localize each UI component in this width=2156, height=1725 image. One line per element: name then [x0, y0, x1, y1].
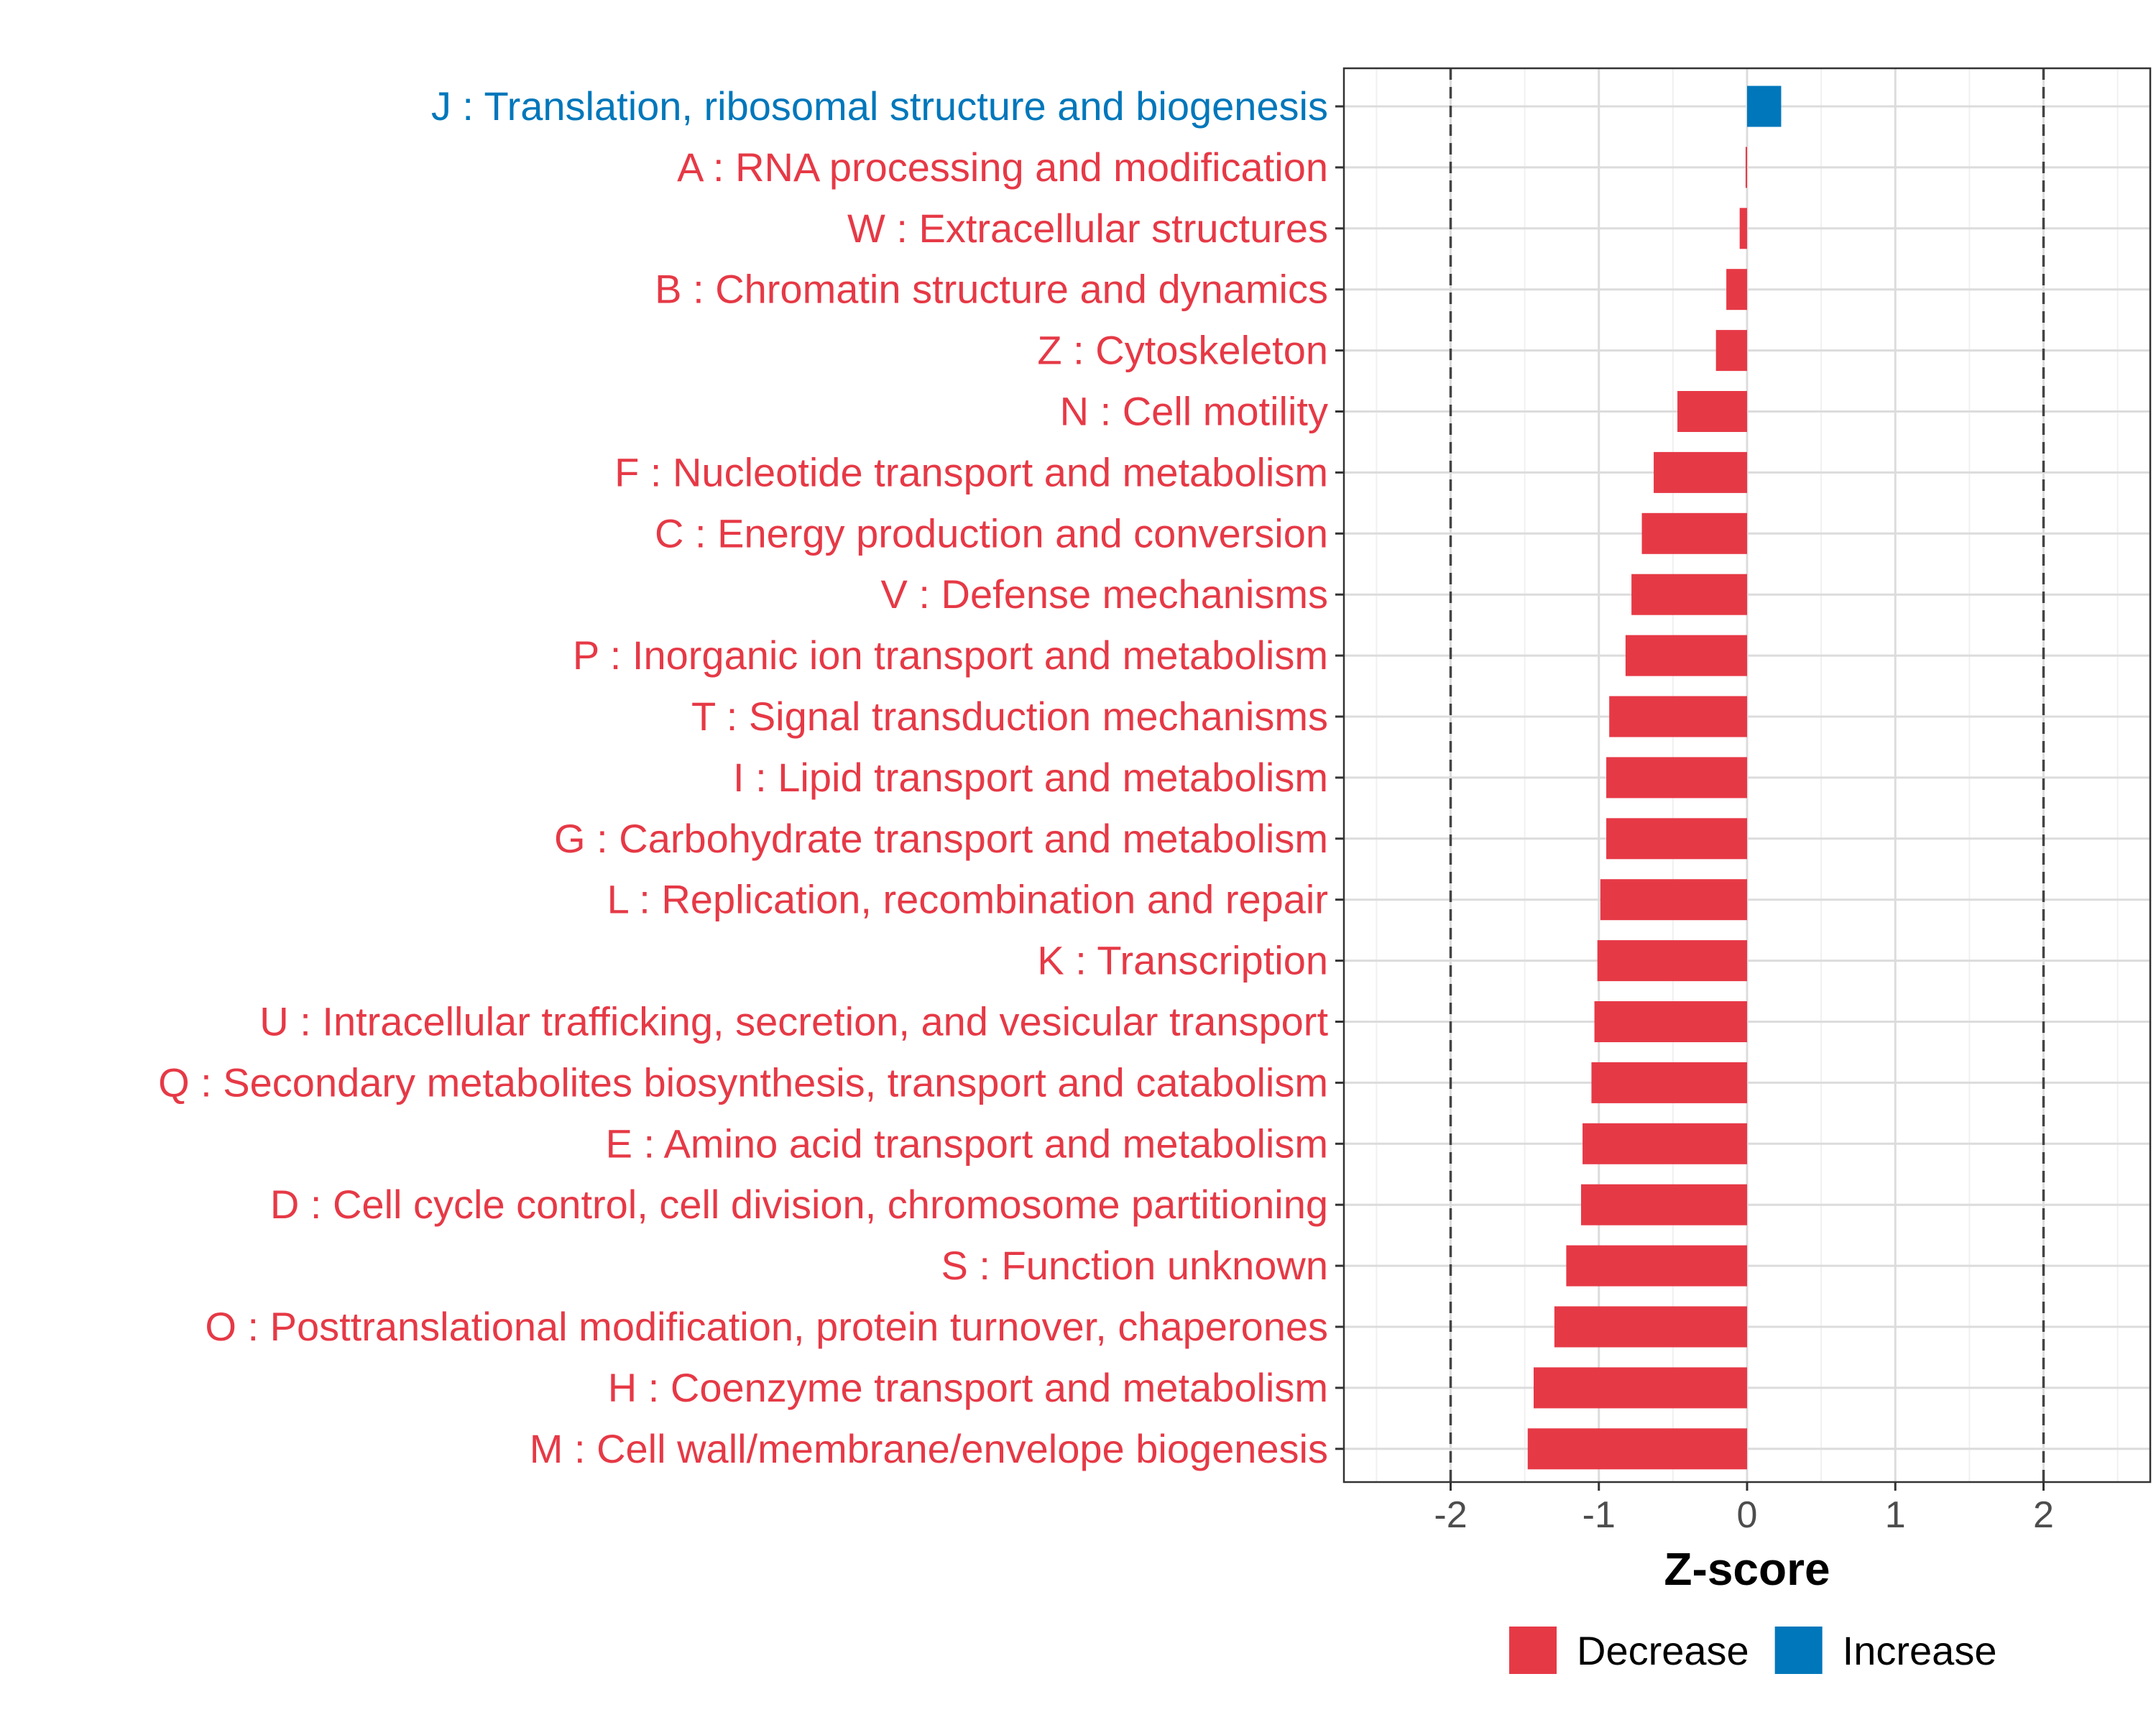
category-label: D : Cell cycle control, cell division, c…: [270, 1182, 1328, 1227]
category-label: G : Carbohydrate transport and metabolis…: [554, 816, 1328, 861]
x-tick-label: 0: [1737, 1494, 1758, 1536]
bar: [1631, 574, 1747, 615]
category-label: A : RNA processing and modification: [677, 144, 1328, 190]
bar: [1534, 1367, 1747, 1409]
legend-label: Increase: [1843, 1628, 1997, 1673]
category-label: L : Replication, recombination and repai…: [607, 877, 1328, 922]
y-axis-labels: J : Translation, ribosomal structure and…: [158, 83, 1328, 1471]
bar: [1606, 757, 1747, 799]
category-label: E : Amino acid transport and metabolism: [606, 1121, 1328, 1166]
x-tick-label: -1: [1583, 1494, 1616, 1536]
category-label: B : Chromatin structure and dynamics: [655, 267, 1328, 312]
bar: [1597, 940, 1747, 982]
x-tick-label: 1: [1885, 1494, 1906, 1536]
x-axis-ticks: [1450, 1482, 2045, 1491]
legend: Decrease Increase: [1509, 1627, 1996, 1674]
category-label: J : Translation, ribosomal structure and…: [431, 83, 1328, 129]
legend-swatch: [1774, 1627, 1823, 1674]
bar: [1591, 1062, 1747, 1103]
bar: [1606, 818, 1747, 860]
bar: [1581, 1184, 1747, 1225]
category-label: K : Transcription: [1037, 938, 1328, 983]
bar: [1600, 879, 1747, 921]
category-label: N : Cell motility: [1060, 389, 1328, 434]
bar: [1609, 696, 1747, 737]
bar: [1747, 86, 1782, 127]
bar: [1745, 147, 1747, 188]
bars: [1527, 86, 1782, 1470]
category-label: I : Lipid transport and metabolism: [733, 755, 1328, 800]
category-label: Z : Cytoskeleton: [1037, 328, 1328, 373]
x-axis-title: Z-score: [1664, 1543, 1830, 1595]
bar: [1527, 1428, 1747, 1470]
bar: [1726, 269, 1747, 310]
legend-swatch: [1509, 1627, 1557, 1674]
category-label: M : Cell wall/membrane/envelope biogenes…: [530, 1426, 1328, 1471]
bar: [1583, 1123, 1747, 1164]
category-label: F : Nucleotide transport and metabolism: [614, 449, 1328, 494]
bar: [1594, 1001, 1747, 1042]
bar: [1739, 208, 1747, 249]
category-label: O : Posttranslational modification, prot…: [205, 1304, 1328, 1349]
bar: [1566, 1245, 1747, 1287]
category-label: S : Function unknown: [941, 1243, 1328, 1288]
x-axis-labels: -2 -1 0 1 2: [1434, 1494, 2054, 1536]
category-label: Q : Secondary metabolites biosynthesis, …: [158, 1059, 1328, 1105]
bar: [1654, 451, 1747, 493]
bar: [1625, 635, 1747, 676]
x-tick-label: 2: [2033, 1494, 2054, 1536]
x-tick-label: -2: [1434, 1494, 1467, 1536]
category-label: U : Intracellular trafficking, secretion…: [259, 999, 1328, 1044]
bar: [1641, 512, 1747, 554]
category-label: T : Signal transduction mechanisms: [691, 694, 1328, 739]
y-axis-ticks: [1335, 105, 1344, 1450]
category-label: H : Coenzyme transport and metabolism: [608, 1365, 1328, 1410]
category-label: C : Energy production and conversion: [655, 510, 1328, 556]
bar: [1715, 330, 1747, 372]
bar: [1677, 391, 1747, 432]
category-label: P : Inorganic ion transport and metaboli…: [573, 632, 1328, 678]
category-label: W : Extracellular structures: [847, 206, 1328, 251]
bar: [1554, 1306, 1747, 1348]
reference-lines: [1449, 68, 2045, 1482]
legend-label: Decrease: [1577, 1628, 1749, 1673]
category-label: V : Defense mechanisms: [881, 571, 1328, 617]
